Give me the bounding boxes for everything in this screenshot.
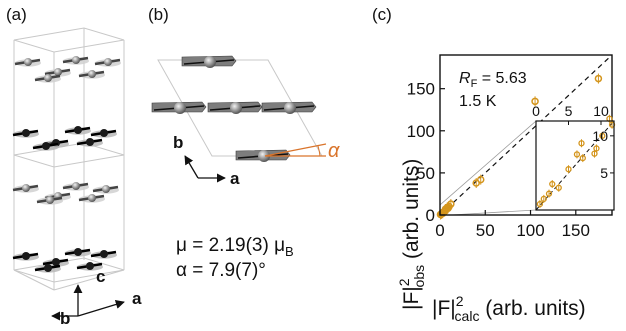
y-axis-title: |F|2obs (arb. units) bbox=[396, 159, 427, 310]
inset-y-ticks: 5 10 bbox=[592, 128, 614, 181]
inset-plot: 0 5 10 5 10 bbox=[532, 103, 616, 211]
spin-atom bbox=[76, 138, 103, 147]
spin-atom bbox=[12, 184, 39, 193]
data-point bbox=[447, 200, 455, 208]
data-point bbox=[476, 175, 485, 184]
inset-data-point bbox=[536, 200, 544, 208]
x-tick-label: 100 bbox=[516, 221, 544, 240]
inset-data-points bbox=[536, 114, 616, 209]
rf-annotation: RF = 5.63 bbox=[459, 70, 527, 90]
spin-atom bbox=[12, 252, 39, 261]
main-x-ticks: 0 50 100 150 bbox=[435, 210, 590, 240]
panel-b: (b) α b a μ = 2.19(3) μB α = 7.9(7)° bbox=[148, 5, 340, 281]
inset-x-ticks: 0 5 10 bbox=[532, 103, 609, 125]
data-point bbox=[531, 97, 539, 106]
panel-b-atoms bbox=[151, 55, 317, 162]
inset-data-point bbox=[540, 195, 547, 203]
inset-data-point bbox=[573, 151, 581, 158]
inset-data-point bbox=[579, 154, 586, 162]
inset-data-point bbox=[578, 140, 585, 147]
y-tick-label: 100 bbox=[407, 122, 435, 141]
spin-atom bbox=[36, 196, 63, 205]
spin-atom bbox=[44, 68, 71, 77]
temperature-annotation: 1.5 K bbox=[459, 93, 497, 110]
inset-data-point bbox=[549, 180, 556, 188]
x-tick-label: 150 bbox=[562, 221, 590, 240]
angle-alpha-symbol: α bbox=[328, 140, 340, 162]
spin-atom bbox=[90, 129, 117, 138]
spin-atom bbox=[78, 194, 105, 203]
cant-angle-value: α = 7.9(7)° bbox=[176, 260, 266, 281]
x-tick-label: 50 bbox=[476, 221, 495, 240]
spin-atom bbox=[64, 248, 91, 257]
inset-x-tick-label: 5 bbox=[565, 103, 573, 119]
spin-atom bbox=[14, 58, 41, 67]
inset-connector-lower bbox=[450, 209, 537, 216]
spin-atom bbox=[76, 262, 103, 271]
data-point bbox=[594, 74, 603, 83]
axis-label-a2: a bbox=[230, 169, 240, 188]
x-axis-title: |F|2 calc (arb. units) bbox=[432, 293, 586, 324]
x-tick-label: 0 bbox=[435, 221, 444, 240]
moment-value: μ = 2.19(3) μB bbox=[176, 235, 294, 259]
cant-angle: α bbox=[264, 140, 340, 162]
spin-atom bbox=[62, 56, 89, 65]
spin-atom bbox=[90, 250, 117, 259]
spin-atom bbox=[12, 129, 39, 138]
panel-c-label: (c) bbox=[372, 5, 392, 24]
inset-reference-line bbox=[535, 120, 615, 211]
spin-atom bbox=[94, 58, 121, 67]
panel-b-axes: b a bbox=[173, 133, 240, 188]
spin-atom bbox=[34, 74, 61, 83]
spin-arrow bbox=[261, 101, 317, 114]
axis-label-b2: b bbox=[173, 133, 183, 152]
inset-frame bbox=[535, 120, 615, 211]
spin-atom bbox=[62, 182, 89, 191]
inset-x-tick-label: 0 bbox=[532, 103, 540, 119]
spin-atom bbox=[92, 185, 119, 194]
reference-line bbox=[439, 54, 613, 216]
inset-data-point bbox=[555, 184, 562, 191]
y-tick-label: 0 bbox=[426, 206, 435, 225]
inset-data-point bbox=[593, 145, 600, 152]
spin-arrow bbox=[151, 101, 207, 114]
spin-atom bbox=[42, 258, 69, 267]
spin-arrow bbox=[181, 55, 237, 68]
spin-atom bbox=[34, 264, 61, 273]
axis-label-c: c bbox=[96, 267, 105, 286]
panel-b-label: (b) bbox=[148, 5, 169, 24]
inset-y-tick-label: 5 bbox=[600, 165, 608, 181]
inset-x-tick-label: 10 bbox=[593, 103, 609, 119]
spin-arrow bbox=[235, 149, 291, 162]
spin-atom bbox=[32, 142, 59, 151]
spin-atom bbox=[78, 70, 105, 79]
panel-a-atoms bbox=[12, 56, 121, 273]
inset-data-point bbox=[565, 166, 572, 173]
inset-data-point bbox=[545, 190, 553, 197]
axis-label-b: b bbox=[60, 309, 70, 328]
y-tick-label: 150 bbox=[407, 80, 435, 99]
panel-a: (a) c a b bbox=[6, 5, 142, 328]
inset-data-point bbox=[599, 132, 606, 139]
spin-atom bbox=[64, 126, 91, 135]
y-tick-label: 50 bbox=[416, 164, 435, 183]
spin-arrow bbox=[207, 101, 263, 114]
axis-label-a: a bbox=[132, 289, 142, 308]
panel-a-label: (a) bbox=[6, 5, 27, 24]
panel-a-axes: c a b bbox=[51, 267, 142, 328]
main-y-ticks: 0 50 100 150 bbox=[407, 80, 445, 225]
inset-connector-upper bbox=[439, 120, 537, 206]
inset-data-point bbox=[591, 150, 598, 157]
inset-y-tick-label: 10 bbox=[592, 128, 608, 144]
